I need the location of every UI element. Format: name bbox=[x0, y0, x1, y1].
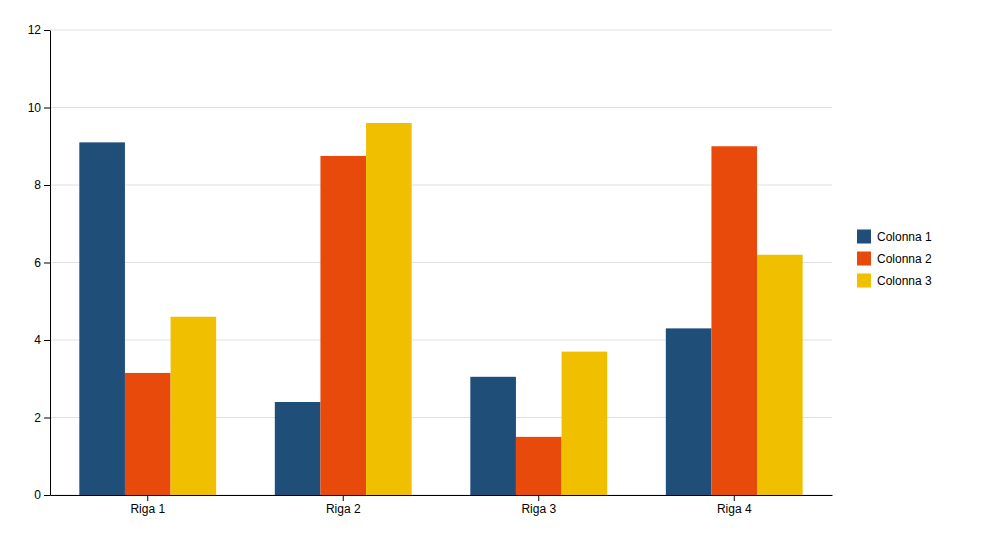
y-tick: 4 bbox=[34, 333, 50, 347]
plot: Riga 1 Riga 2 Riga 3 Riga 4 0 2 4 6 8 10 12 Colonna… bbox=[28, 23, 932, 515]
legend-label: Colonna 3 bbox=[877, 274, 932, 288]
chart: Riga 1 Riga 2 Riga 3 Riga 4 0 2 4 6 8 10 12 Colonna… bbox=[0, 0, 982, 540]
bar bbox=[757, 255, 803, 495]
legend-item: Colonna 2 bbox=[857, 252, 932, 266]
bar bbox=[666, 328, 712, 495]
legend-swatch bbox=[857, 230, 871, 244]
bar bbox=[711, 146, 757, 495]
x-tick-label: Riga 3 bbox=[521, 502, 556, 516]
y-tick-label: 6 bbox=[34, 256, 41, 270]
y-tick: 6 bbox=[34, 256, 50, 270]
x-axis: Riga 1 Riga 2 Riga 3 Riga 4 bbox=[51, 495, 833, 516]
bar bbox=[125, 373, 171, 495]
y-tick: 12 bbox=[28, 23, 50, 37]
bar bbox=[516, 437, 562, 495]
x-tick: Riga 2 bbox=[326, 495, 361, 516]
y-tick-label: 10 bbox=[28, 101, 42, 115]
x-tick-label: Riga 1 bbox=[130, 502, 165, 516]
y-tick-mark bbox=[44, 108, 50, 109]
y-tick-mark bbox=[44, 418, 50, 419]
grid-line bbox=[50, 107, 832, 108]
bar bbox=[562, 352, 608, 495]
y-tick: 2 bbox=[34, 411, 50, 425]
x-tick: Riga 3 bbox=[521, 495, 556, 516]
bar-series bbox=[125, 146, 757, 495]
y-tick-label: 2 bbox=[34, 411, 41, 425]
bar bbox=[275, 402, 321, 495]
legend-label: Colonna 1 bbox=[877, 230, 932, 244]
legend-swatch bbox=[857, 274, 871, 288]
grid-line bbox=[50, 30, 832, 31]
legend: Colonna 1 Colonna 2 Colonna 3 bbox=[857, 230, 932, 288]
x-tick-mark bbox=[734, 495, 735, 501]
y-tick: 8 bbox=[34, 178, 50, 192]
legend-item: Colonna 3 bbox=[857, 274, 932, 288]
y-tick-mark bbox=[44, 185, 50, 186]
bar bbox=[79, 142, 125, 495]
bar bbox=[470, 377, 516, 495]
x-tick: Riga 4 bbox=[717, 495, 752, 516]
legend-label: Colonna 2 bbox=[877, 252, 932, 266]
bar-series bbox=[171, 123, 803, 495]
x-tick-mark bbox=[147, 495, 148, 501]
y-tick: 10 bbox=[28, 101, 50, 115]
y-tick-label: 12 bbox=[28, 23, 42, 37]
y-tick-mark bbox=[44, 340, 50, 341]
x-tick-label: Riga 4 bbox=[717, 502, 752, 516]
bar bbox=[320, 156, 366, 495]
bars bbox=[79, 123, 802, 495]
x-tick: Riga 1 bbox=[130, 495, 165, 516]
y-tick-mark bbox=[44, 263, 50, 264]
y-tick-mark bbox=[44, 30, 50, 31]
x-tick-mark bbox=[538, 495, 539, 501]
y-tick: 0 bbox=[34, 488, 50, 502]
y-tick-mark bbox=[44, 495, 50, 496]
legend-item: Colonna 1 bbox=[857, 230, 932, 244]
y-tick-label: 8 bbox=[34, 178, 41, 192]
x-tick-mark bbox=[343, 495, 344, 501]
y-tick-label: 0 bbox=[34, 488, 41, 502]
x-axis-line bbox=[51, 495, 833, 496]
y-axis-line bbox=[50, 31, 51, 496]
bar bbox=[171, 317, 217, 495]
y-tick-label: 4 bbox=[34, 333, 41, 347]
y-axis: 0 2 4 6 8 10 12 bbox=[28, 23, 51, 502]
legend-swatch bbox=[857, 252, 871, 266]
x-tick-label: Riga 2 bbox=[326, 502, 361, 516]
grid bbox=[50, 30, 832, 495]
bar bbox=[366, 123, 412, 495]
